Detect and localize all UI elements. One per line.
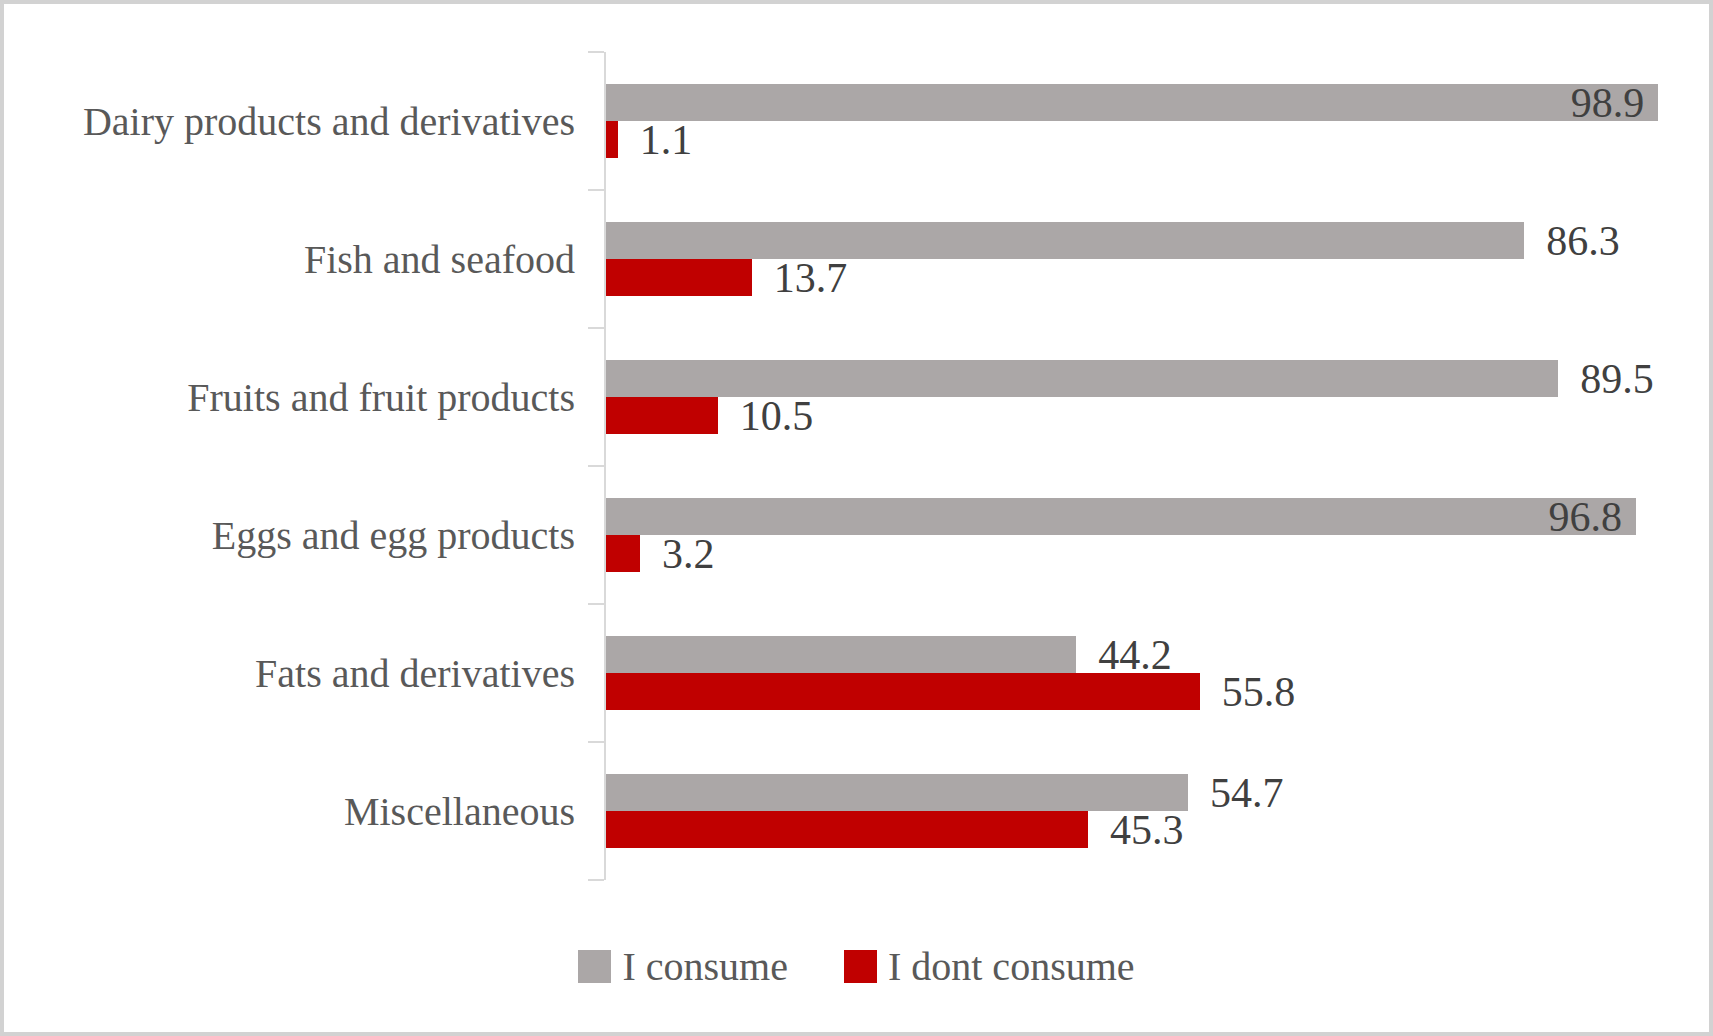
- axis-tick: [588, 603, 604, 605]
- bar-i-dont-consume: [606, 121, 618, 158]
- value-label: 10.5: [740, 395, 814, 437]
- value-label: 96.8: [1548, 496, 1622, 538]
- bar-i-dont-consume: [606, 673, 1200, 710]
- legend-label-i-consume: I consume: [622, 943, 788, 990]
- legend-swatch-gray-icon: [578, 950, 611, 983]
- value-label: 98.9: [1571, 82, 1645, 124]
- value-label: 3.2: [662, 533, 715, 575]
- bar-i-consume: [606, 84, 1658, 121]
- legend-item-i-dont-consume: I dont consume: [844, 943, 1135, 990]
- value-label: 44.2: [1098, 634, 1172, 676]
- category-label: Eggs and egg products: [4, 466, 575, 604]
- bar-i-consume: [606, 360, 1558, 397]
- axis-tick: [588, 879, 604, 881]
- bar-i-consume: [606, 774, 1188, 811]
- category-label: Dairy products and derivatives: [4, 52, 575, 190]
- legend-label-i-dont-consume: I dont consume: [888, 943, 1135, 990]
- axis-tick: [588, 327, 604, 329]
- axis-tick: [588, 189, 604, 191]
- axis-tick: [588, 465, 604, 467]
- value-label: 89.5: [1580, 358, 1654, 400]
- legend-item-i-consume: I consume: [578, 943, 788, 990]
- value-label: 45.3: [1110, 809, 1184, 851]
- category-label: Miscellaneous: [4, 742, 575, 880]
- bar-i-dont-consume: [606, 535, 640, 572]
- category-label: Fats and derivatives: [4, 604, 575, 742]
- bar-i-consume: [606, 636, 1076, 673]
- legend-swatch-red-icon: [844, 950, 877, 983]
- bar-i-dont-consume: [606, 259, 752, 296]
- axis-tick: [588, 741, 604, 743]
- legend: I consume I dont consume: [4, 934, 1709, 998]
- bar-i-dont-consume: [606, 811, 1088, 848]
- value-label: 55.8: [1222, 671, 1296, 713]
- bar-i-consume: [606, 222, 1524, 259]
- bar-chart: Dairy products and derivativesFish and s…: [0, 0, 1713, 1036]
- value-label: 1.1: [640, 119, 693, 161]
- plot-area: 98.9 1.1 86.3 13.7 89.5 10.5 96.8 3.2 44.2 55.8 54…: [604, 52, 1670, 880]
- value-label: 86.3: [1546, 220, 1620, 262]
- bar-i-consume: [606, 498, 1636, 535]
- category-label: Fruits and fruit products: [4, 328, 575, 466]
- category-label: Fish and seafood: [4, 190, 575, 328]
- axis-tick: [588, 51, 604, 53]
- value-label: 13.7: [774, 257, 848, 299]
- value-label: 54.7: [1210, 772, 1284, 814]
- bar-i-dont-consume: [606, 397, 718, 434]
